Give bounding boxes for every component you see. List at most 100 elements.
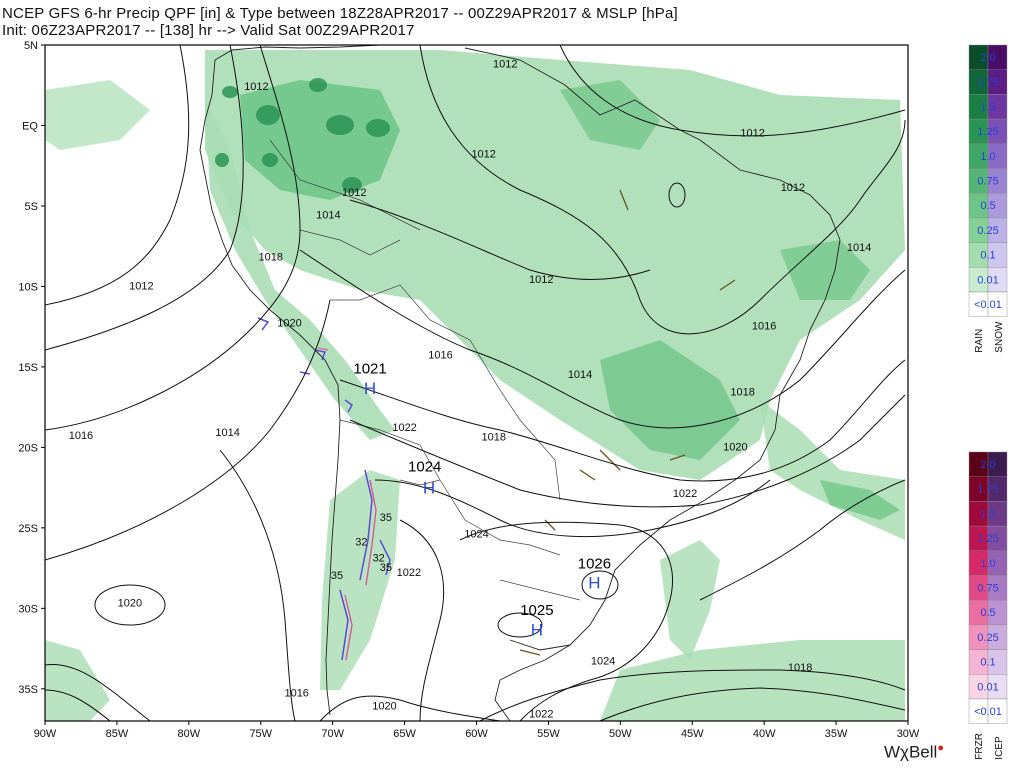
lon-label: 40W (753, 728, 776, 740)
frzr-spots-andes (317, 347, 377, 661)
lon-label: 60W (465, 728, 488, 740)
lon-label: 35W (825, 728, 848, 740)
legend-value: 1.5 (980, 508, 995, 520)
rain-mid-4 (780, 240, 870, 300)
legend-value: 0.75 (977, 176, 998, 188)
lat-label: 10S (18, 281, 38, 293)
isobar-label: 1022 (392, 422, 416, 434)
isobar-label: 1020 (372, 701, 396, 713)
border-4 (299, 229, 401, 256)
legend-value: 2.0 (980, 52, 995, 64)
coast-northeast (464, 47, 841, 721)
legend-value: 2.0 (980, 459, 995, 471)
lon-label: 65W (393, 728, 416, 740)
coast-west (199, 59, 341, 716)
isobar-label: 1018 (482, 432, 506, 444)
logo-text: WχBell (884, 742, 938, 762)
lat-label: 5S (25, 201, 38, 213)
isobar-label: 1024 (591, 655, 615, 667)
rain-mid-2 (600, 340, 740, 460)
legend-value: 0.25 (977, 632, 998, 644)
lat-label: 30S (18, 603, 38, 615)
legend-value: 0.01 (977, 274, 998, 286)
legend-value: 1.0 (980, 558, 995, 570)
legend-swatch (987, 698, 1008, 724)
isobar-label: 1020 (277, 317, 301, 329)
lon-label: 30W (897, 728, 920, 740)
isobar-label: 1012 (529, 274, 553, 286)
high-pressure-letter: H (531, 620, 543, 639)
icep-spots (519, 189, 736, 656)
isobar-label: 35 (331, 570, 343, 582)
coastlines (199, 45, 841, 721)
legend-value: 0.25 (977, 225, 998, 237)
isobar-label: 32 (355, 536, 367, 548)
lon-label: 45W (681, 728, 704, 740)
lon-label: 50W (609, 728, 632, 740)
isobar-label: 35 (380, 512, 392, 524)
lat-label: 15S (18, 362, 38, 374)
isobar-label: 1014 (568, 369, 592, 381)
border-3 (339, 419, 561, 556)
legend: 2.0 1.75 1.5 1.25 1.0 0.75 0.5 0.25 0.1 0.01 <0.01… (968, 44, 1008, 760)
rain-area-pacific-ne (45, 80, 150, 150)
legend-type-label: RAIN (974, 329, 985, 353)
isobar-label: 32 (373, 552, 385, 564)
rain-mid-3 (560, 80, 660, 150)
lon-label: 55W (537, 728, 560, 740)
lat-label: 5N (24, 40, 38, 52)
axis-ticks (41, 44, 909, 725)
isobar-label: 1012 (740, 128, 764, 140)
isobar-label: 1012 (342, 187, 366, 199)
isobars (45, 45, 906, 721)
lat-label: 25S (18, 523, 38, 535)
legend-swatch (987, 291, 1008, 317)
lon-label: 85W (106, 728, 129, 740)
border-2 (330, 284, 561, 501)
legend-type-label: FRZR (974, 733, 985, 760)
legend-type-label: ICEP (994, 736, 1005, 760)
map-title: NCEP GFS 6-hr Precip QPF [in] & Type bet… (2, 5, 678, 22)
border-6 (499, 579, 581, 601)
pressure-center-value: 1021 (353, 361, 386, 378)
isobar-label: 1016 (428, 350, 452, 362)
isobar-label: 1012 (781, 182, 805, 194)
isobar-label: 1012 (129, 280, 153, 292)
legend-value: 0.1 (980, 250, 995, 262)
lat-labels: 5N EQ 5S 10S 15S 20S 25S 30S 35S (18, 40, 38, 696)
legend-value: 1.25 (977, 533, 998, 545)
pressure-center-value: 1025 (520, 602, 553, 619)
high-pressure-letter: H (588, 574, 600, 593)
legend-value: 1.75 (977, 484, 998, 496)
coast-north (214, 45, 381, 61)
legend-value: 0.5 (980, 607, 995, 619)
isobar-label: 1022 (529, 709, 553, 721)
isobar-label: 1022 (673, 488, 697, 500)
isobar-label: 1014 (215, 427, 239, 439)
logo-dot-icon: ● (937, 742, 944, 754)
snow-spots-andes (257, 317, 391, 661)
rain-mid-5 (820, 480, 900, 520)
isobar-label: 1018 (730, 387, 754, 399)
lon-label: 75W (249, 728, 272, 740)
lon-label: 70W (321, 728, 344, 740)
lat-label: 35S (18, 684, 38, 696)
rain-heavy-blobs (215, 78, 390, 193)
lat-label: EQ (22, 120, 38, 132)
legend-value: 1.25 (977, 126, 998, 138)
legend-value: <0.01 (974, 299, 1002, 311)
legend-value: 1.5 (980, 101, 995, 113)
legend-value: 0.1 (980, 657, 995, 669)
legend-value: 0.5 (980, 200, 995, 212)
map-subtitle: Init: 06Z23APR2017 -- [138] hr --> Valid… (2, 22, 415, 39)
isobar-label: 1016 (69, 430, 93, 442)
legend-type-label: SNOW (994, 321, 1005, 353)
isobar-label: 1020 (118, 598, 142, 610)
isobar-label: 1024 (464, 528, 488, 540)
isobar-label: 1012 (244, 81, 268, 93)
high-pressure-letter: H (423, 479, 435, 498)
isobar-label: 1014 (316, 210, 340, 222)
isobar-label: 1016 (284, 688, 308, 700)
